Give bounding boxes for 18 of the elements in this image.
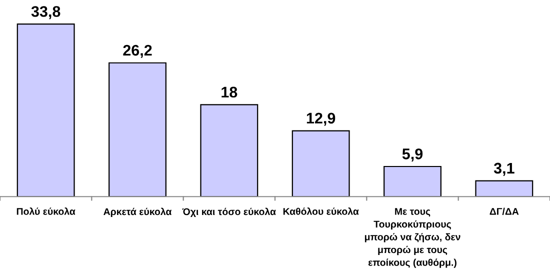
bar bbox=[292, 130, 350, 197]
bar bbox=[16, 24, 75, 197]
x-tick-label: Αρκετά εύκολα bbox=[104, 208, 172, 218]
x-tick-label: Πολύ εύκολα bbox=[16, 207, 76, 215]
data-label: 33,8 bbox=[31, 6, 60, 20]
data-label: 5,9 bbox=[402, 148, 423, 162]
data-label: 26,2 bbox=[123, 44, 152, 58]
bar bbox=[475, 180, 534, 197]
x-tick-label: Καθόλου εύκολα bbox=[283, 207, 359, 215]
x-tick-label: ΔΓ/ΔΑ bbox=[490, 208, 519, 215]
data-label: 3,1 bbox=[494, 162, 514, 176]
data-label: 12,9 bbox=[306, 112, 336, 126]
x-tick-label: Με τους Τουρκοκύπριους μπορώ να ζήσω, δεν μπορώ με τους εποίκους (αυθόρμ.) bbox=[364, 208, 460, 268]
bar bbox=[384, 166, 442, 197]
bar bbox=[108, 62, 166, 197]
x-tick-label: Όχι και τόσο εύκολα bbox=[182, 208, 276, 218]
data-label: 18 bbox=[222, 86, 238, 98]
bar bbox=[200, 104, 258, 197]
